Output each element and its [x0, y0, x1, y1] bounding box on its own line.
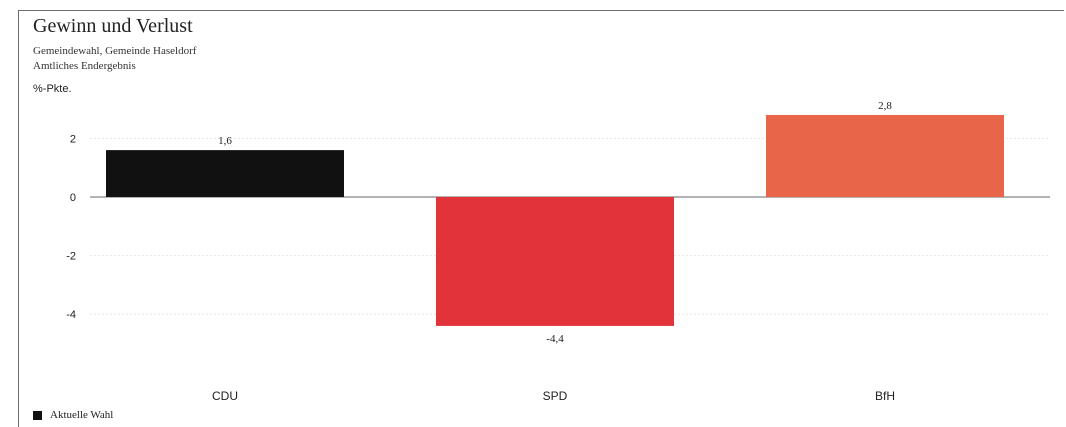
data-label-spd: -4,4 — [546, 333, 564, 345]
legend-label: Aktuelle Wahl — [50, 409, 114, 421]
chart-title: Gewinn und Verlust — [33, 15, 193, 37]
y-axis-unit-label: %-Pkte. — [33, 83, 72, 95]
bar-cdu — [106, 150, 344, 197]
legend: Aktuelle Wahl — [33, 409, 113, 421]
chart-frame — [18, 10, 1064, 427]
y-tick-label: -4 — [66, 309, 76, 321]
chart-subtitle-result: Amtliches Endergebnis — [33, 60, 136, 72]
y-tick-label: 2 — [70, 133, 76, 145]
x-tick-label-cdu: CDU — [212, 389, 238, 403]
bar-bfh — [766, 114, 1004, 197]
y-tick-label: 0 — [70, 192, 76, 204]
y-tick-label: -2 — [66, 251, 76, 263]
data-label-cdu: 1,6 — [218, 135, 232, 147]
legend-swatch — [33, 410, 42, 420]
chart-subtitle-election: Gemeindewahl, Gemeinde Haseldorf — [33, 45, 197, 57]
x-tick-label-spd: SPD — [543, 389, 568, 403]
x-tick-label-bfh: BfH — [875, 389, 895, 403]
data-label-bfh: 2,8 — [878, 100, 892, 112]
bar-spd — [436, 197, 674, 326]
